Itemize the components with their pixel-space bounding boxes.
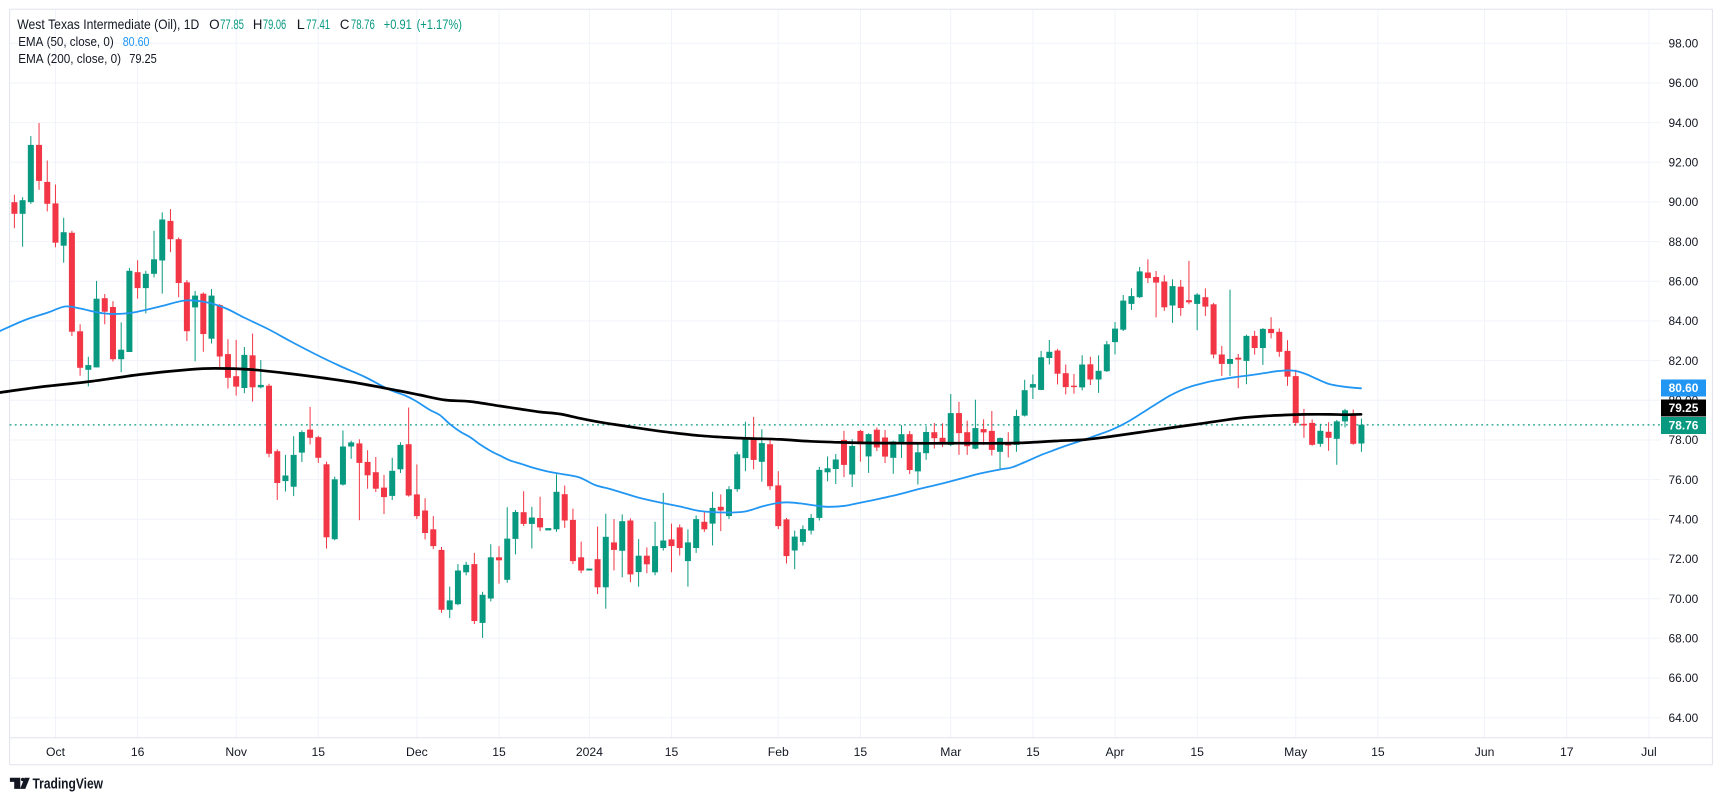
svg-text:May: May xyxy=(1284,745,1308,759)
svg-text:Oct: Oct xyxy=(46,745,66,759)
svg-text:92.00: 92.00 xyxy=(1669,155,1699,169)
svg-text:88.00: 88.00 xyxy=(1669,235,1699,249)
svg-text:TradingView: TradingView xyxy=(33,776,104,793)
svg-text:78.76: 78.76 xyxy=(1669,419,1699,433)
svg-text:15: 15 xyxy=(665,745,679,759)
svg-text:15: 15 xyxy=(312,745,326,759)
svg-text:15: 15 xyxy=(854,745,868,759)
svg-text:86.00: 86.00 xyxy=(1669,275,1699,289)
svg-text:70.00: 70.00 xyxy=(1669,592,1699,606)
svg-text:96.00: 96.00 xyxy=(1669,76,1699,90)
svg-text:64.00: 64.00 xyxy=(1669,711,1699,725)
svg-text:15: 15 xyxy=(1190,745,1204,759)
svg-text:84.00: 84.00 xyxy=(1669,314,1699,328)
svg-text:78.00: 78.00 xyxy=(1669,433,1699,447)
svg-text:15: 15 xyxy=(492,745,506,759)
svg-text:17: 17 xyxy=(1560,745,1574,759)
svg-text:15: 15 xyxy=(1371,745,1385,759)
svg-text:Feb: Feb xyxy=(768,745,789,759)
svg-text:Jun: Jun xyxy=(1475,745,1495,759)
svg-text:79.25: 79.25 xyxy=(1669,401,1699,415)
svg-text:94.00: 94.00 xyxy=(1669,116,1699,130)
svg-text:Nov: Nov xyxy=(225,745,248,759)
svg-text:16: 16 xyxy=(131,745,145,759)
svg-text:Mar: Mar xyxy=(940,745,961,759)
svg-text:98.00: 98.00 xyxy=(1669,36,1699,50)
svg-text:EMA (200, close, 0)79.25: EMA (200, close, 0) 79.25 xyxy=(18,51,157,66)
svg-text:90.00: 90.00 xyxy=(1669,195,1699,209)
svg-text:Dec: Dec xyxy=(406,745,428,759)
svg-text:80.60: 80.60 xyxy=(1669,381,1699,395)
svg-text:66.00: 66.00 xyxy=(1669,671,1699,685)
svg-text:76.00: 76.00 xyxy=(1669,473,1699,487)
svg-text:2024: 2024 xyxy=(576,745,603,759)
svg-text:72.00: 72.00 xyxy=(1669,552,1699,566)
svg-text:82.00: 82.00 xyxy=(1669,354,1699,368)
svg-text:15: 15 xyxy=(1026,745,1040,759)
svg-text:Apr: Apr xyxy=(1106,745,1125,759)
svg-text:EMA (50, close, 0)80.60: EMA (50, close, 0) 80.60 xyxy=(18,34,149,49)
svg-text:West Texas Intermediate (Oil),: West Texas Intermediate (Oil), 1D O77.85 H… xyxy=(17,17,462,32)
svg-text:74.00: 74.00 xyxy=(1669,513,1699,527)
svg-text:Jul: Jul xyxy=(1641,745,1657,759)
svg-text:68.00: 68.00 xyxy=(1669,632,1699,646)
